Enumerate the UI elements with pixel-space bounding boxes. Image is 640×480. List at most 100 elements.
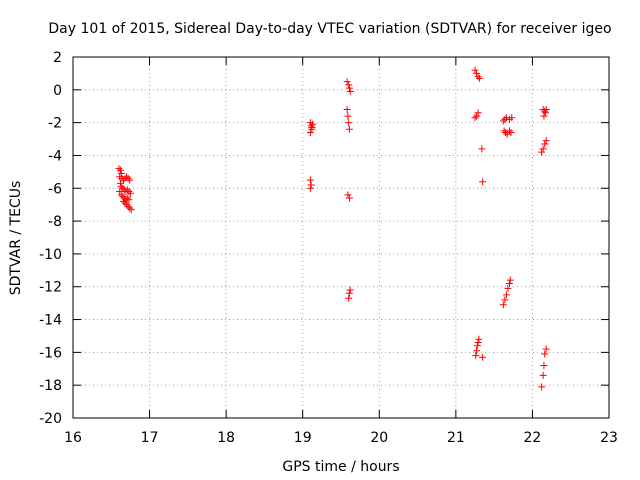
data-point xyxy=(479,353,487,361)
x-axis-ticks: 16 17 18 19 20 21 22 23 xyxy=(64,57,618,446)
x-tick-label: 23 xyxy=(600,430,618,446)
data-point xyxy=(343,106,351,114)
data-point xyxy=(126,204,134,212)
data-point xyxy=(541,140,549,148)
data-point xyxy=(542,345,550,353)
y-tick-label: -12 xyxy=(39,280,62,296)
data-point xyxy=(345,194,353,202)
data-point xyxy=(307,181,315,189)
data-point xyxy=(475,335,483,343)
data-point xyxy=(124,174,132,182)
data-point xyxy=(506,276,514,284)
data-point xyxy=(127,206,135,214)
x-tick-label: 19 xyxy=(294,430,312,446)
data-point xyxy=(473,112,481,120)
data-point xyxy=(116,179,124,187)
data-point xyxy=(540,112,548,120)
data-point xyxy=(499,117,507,125)
x-tick-label: 16 xyxy=(64,430,82,446)
data-point xyxy=(126,176,134,184)
x-tick-label: 21 xyxy=(447,430,465,446)
data-point xyxy=(473,69,481,77)
data-point xyxy=(505,127,513,135)
plot-frame xyxy=(72,56,610,419)
y-tick-label: -4 xyxy=(48,148,62,164)
data-point xyxy=(507,128,515,136)
data-point xyxy=(471,114,479,122)
grid xyxy=(73,57,609,418)
y-axis-ticks: 2 0 -2 -4 -6 -8 -10 -12 -14 -16 -18 -20 xyxy=(39,50,609,427)
data-point xyxy=(123,173,131,181)
data-point xyxy=(125,188,133,196)
y-tick-label: -6 xyxy=(48,181,62,197)
data-point xyxy=(538,383,546,391)
data-point xyxy=(120,176,128,184)
x-tick-label: 18 xyxy=(217,430,235,446)
data-point xyxy=(478,145,486,153)
data-point xyxy=(474,109,482,117)
data-point xyxy=(345,81,353,89)
y-tick-label: -10 xyxy=(39,247,62,263)
data-point xyxy=(120,197,128,205)
data-point xyxy=(124,202,132,210)
data-point xyxy=(344,191,352,199)
data-point xyxy=(539,371,547,379)
data-point xyxy=(346,87,354,95)
data-point xyxy=(343,78,351,86)
data-point xyxy=(123,194,131,202)
data-point xyxy=(117,183,125,191)
data-point xyxy=(499,301,507,309)
chart-title: Day 101 of 2015, Sidereal Day-to-day VTE… xyxy=(48,21,611,37)
data-point xyxy=(476,74,484,82)
data-point xyxy=(538,148,546,156)
data-point xyxy=(473,342,481,350)
data-point xyxy=(119,192,127,200)
data-point xyxy=(474,339,482,347)
data-point xyxy=(309,120,317,128)
data-point xyxy=(346,286,354,294)
data-point xyxy=(117,170,125,178)
y-axis-label: SDTVAR / TECUs xyxy=(8,181,24,296)
data-point xyxy=(541,350,549,358)
data-point xyxy=(472,352,480,360)
x-tick-label: 17 xyxy=(141,430,159,446)
data-point xyxy=(508,114,516,122)
data-point xyxy=(502,291,510,299)
data-point xyxy=(539,145,547,153)
x-tick-label: 20 xyxy=(370,430,388,446)
data-point xyxy=(116,166,124,174)
data-point xyxy=(473,347,481,355)
data-point xyxy=(123,201,131,209)
y-tick-label: -16 xyxy=(39,345,62,361)
y-tick-label: -20 xyxy=(39,411,62,427)
x-tick-label: 22 xyxy=(524,430,542,446)
data-point xyxy=(345,125,353,133)
data-point xyxy=(345,84,353,92)
y-tick-label: 2 xyxy=(53,50,62,66)
data-point xyxy=(306,128,314,136)
data-point xyxy=(308,124,316,132)
data-point xyxy=(115,165,123,173)
y-tick-label: 0 xyxy=(53,83,62,99)
data-points xyxy=(115,66,550,391)
data-point xyxy=(117,191,125,199)
data-point xyxy=(344,112,352,120)
y-tick-label: -18 xyxy=(39,378,62,394)
data-point xyxy=(542,106,550,114)
data-point xyxy=(541,107,549,115)
data-point xyxy=(542,137,550,145)
data-point xyxy=(126,189,134,197)
data-point xyxy=(471,66,479,74)
data-point xyxy=(123,186,131,194)
data-point xyxy=(345,289,353,297)
data-point xyxy=(119,184,127,192)
data-point xyxy=(505,279,513,287)
data-point xyxy=(540,361,548,369)
y-tick-label: -14 xyxy=(39,313,62,329)
data-point xyxy=(501,296,509,304)
data-point xyxy=(504,284,512,292)
data-point xyxy=(541,109,549,117)
data-point xyxy=(345,119,353,127)
data-point xyxy=(125,196,133,204)
